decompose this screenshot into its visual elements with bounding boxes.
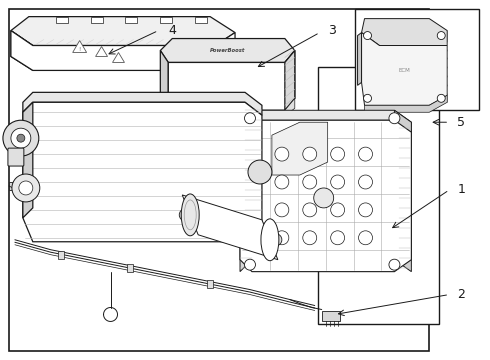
Ellipse shape	[181, 194, 199, 236]
Polygon shape	[362, 32, 447, 105]
Circle shape	[364, 94, 371, 102]
Circle shape	[359, 147, 372, 161]
Bar	[58, 251, 64, 259]
Polygon shape	[23, 102, 262, 242]
Text: PowerBoost: PowerBoost	[210, 48, 246, 53]
Circle shape	[359, 203, 372, 217]
Polygon shape	[160, 50, 168, 110]
Text: 5: 5	[457, 116, 465, 129]
FancyBboxPatch shape	[8, 148, 24, 166]
Polygon shape	[240, 110, 252, 272]
Circle shape	[248, 160, 272, 184]
Circle shape	[275, 231, 289, 245]
Polygon shape	[240, 110, 412, 132]
Circle shape	[17, 134, 25, 142]
Text: 2: 2	[457, 288, 465, 301]
Polygon shape	[285, 50, 295, 110]
Circle shape	[303, 231, 317, 245]
Circle shape	[359, 231, 372, 245]
Polygon shape	[23, 102, 33, 218]
Polygon shape	[160, 17, 172, 23]
Polygon shape	[168, 50, 295, 110]
Circle shape	[331, 175, 344, 189]
Bar	[355, 9, 479, 110]
Polygon shape	[358, 32, 362, 85]
Polygon shape	[11, 31, 33, 71]
Circle shape	[359, 175, 372, 189]
Circle shape	[11, 128, 31, 148]
Circle shape	[303, 175, 317, 189]
Circle shape	[19, 181, 33, 195]
Bar	[9, 9, 429, 351]
Polygon shape	[322, 311, 340, 321]
Polygon shape	[11, 31, 235, 71]
Polygon shape	[168, 98, 295, 118]
Circle shape	[245, 259, 255, 270]
Text: ECM: ECM	[398, 68, 410, 73]
Circle shape	[12, 174, 40, 202]
Polygon shape	[365, 95, 447, 112]
Polygon shape	[195, 17, 207, 23]
Circle shape	[245, 113, 255, 124]
Circle shape	[275, 203, 289, 217]
Circle shape	[303, 147, 317, 161]
Polygon shape	[96, 46, 107, 57]
Circle shape	[437, 94, 445, 102]
Circle shape	[275, 147, 289, 161]
Polygon shape	[56, 17, 68, 23]
Circle shape	[364, 32, 371, 40]
Polygon shape	[160, 39, 295, 62]
Circle shape	[3, 120, 39, 156]
Circle shape	[331, 147, 344, 161]
Ellipse shape	[261, 219, 279, 261]
Circle shape	[389, 259, 400, 270]
Circle shape	[331, 203, 344, 217]
Circle shape	[389, 113, 400, 124]
Polygon shape	[394, 110, 412, 272]
Polygon shape	[23, 92, 262, 115]
Polygon shape	[113, 53, 124, 62]
Polygon shape	[73, 41, 87, 53]
Circle shape	[179, 209, 191, 221]
Text: !: !	[78, 47, 81, 52]
Circle shape	[270, 234, 282, 246]
Text: 4: 4	[168, 24, 176, 37]
Circle shape	[275, 175, 289, 189]
Polygon shape	[9, 182, 25, 190]
Polygon shape	[240, 120, 412, 272]
Polygon shape	[125, 17, 137, 23]
Text: 1: 1	[457, 184, 465, 197]
Polygon shape	[362, 19, 447, 45]
Text: 3: 3	[328, 24, 336, 37]
Bar	[127, 264, 133, 272]
Circle shape	[314, 188, 334, 208]
Bar	[207, 280, 213, 288]
Circle shape	[437, 32, 445, 40]
Polygon shape	[272, 122, 328, 175]
Polygon shape	[182, 195, 278, 260]
Bar	[318, 67, 439, 324]
Polygon shape	[11, 17, 235, 45]
Circle shape	[331, 231, 344, 245]
Circle shape	[303, 203, 317, 217]
Polygon shape	[91, 17, 102, 23]
